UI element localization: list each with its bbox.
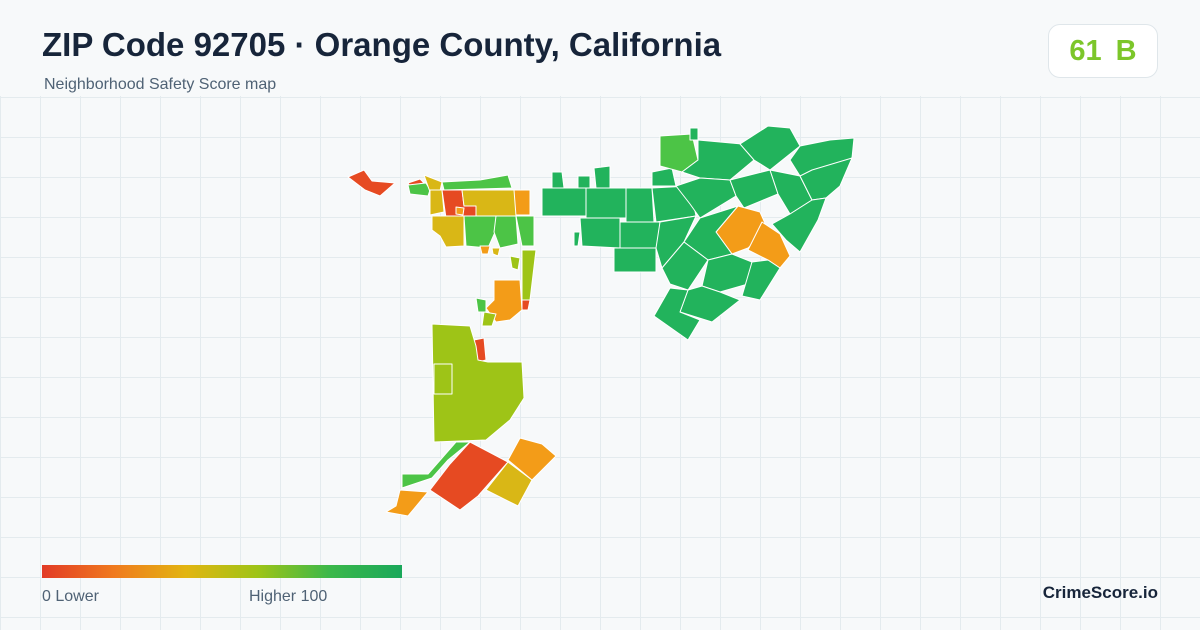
map-tract[interactable] bbox=[521, 299, 531, 311]
map-tract[interactable] bbox=[741, 259, 781, 301]
header bbox=[0, 0, 1200, 96]
map-tract[interactable] bbox=[661, 241, 709, 291]
map-tract[interactable] bbox=[651, 167, 677, 187]
map-tract[interactable] bbox=[573, 231, 581, 247]
score-value: 61 bbox=[1069, 34, 1102, 67]
map-tract[interactable] bbox=[619, 221, 661, 249]
map-tract[interactable] bbox=[455, 206, 465, 216]
map-tract[interactable] bbox=[485, 279, 523, 323]
map-tract[interactable] bbox=[551, 171, 565, 189]
legend-color-scale bbox=[42, 565, 402, 578]
map-tract[interactable] bbox=[463, 215, 497, 249]
map-tract[interactable] bbox=[521, 249, 537, 301]
map-tract[interactable] bbox=[485, 461, 533, 507]
map-tract[interactable] bbox=[429, 189, 445, 216]
legend-max-label: Higher 100 bbox=[249, 588, 328, 605]
map-tract[interactable] bbox=[479, 245, 491, 255]
map-tract[interactable] bbox=[577, 175, 591, 189]
map-tract[interactable] bbox=[431, 215, 465, 248]
map-tract[interactable] bbox=[431, 323, 525, 443]
map-tract[interactable] bbox=[493, 215, 519, 249]
map-tract[interactable] bbox=[653, 287, 701, 341]
map-tract[interactable] bbox=[385, 489, 429, 517]
map-tract[interactable] bbox=[771, 197, 827, 253]
map-tract[interactable] bbox=[515, 215, 535, 247]
map-tract[interactable] bbox=[509, 255, 521, 271]
safety-score-badge: 61 B bbox=[1048, 24, 1158, 78]
map-tract[interactable] bbox=[491, 247, 501, 257]
map-tract[interactable] bbox=[347, 169, 396, 197]
legend-min-label: 0 Lower bbox=[42, 588, 99, 605]
score-grade: B bbox=[1115, 34, 1137, 67]
page-title: ZIP Code 92705 · Orange County, Californ… bbox=[42, 26, 722, 63]
map-tract[interactable] bbox=[579, 217, 621, 249]
map-tract[interactable] bbox=[593, 165, 611, 189]
map-tract[interactable] bbox=[541, 187, 587, 217]
map-tract[interactable] bbox=[475, 297, 487, 313]
map-tract[interactable] bbox=[613, 247, 657, 273]
map-tract[interactable] bbox=[433, 363, 453, 395]
map-tract[interactable] bbox=[429, 441, 509, 511]
map-tract[interactable] bbox=[507, 437, 557, 481]
map-tract[interactable] bbox=[407, 182, 431, 197]
map-tract[interactable] bbox=[689, 127, 699, 141]
map-tract[interactable] bbox=[441, 174, 513, 191]
map-tract[interactable] bbox=[401, 441, 471, 489]
map-tract[interactable] bbox=[625, 187, 655, 223]
brand-logo-text[interactable]: CrimeScore.io bbox=[1042, 583, 1158, 602]
map-tract[interactable] bbox=[481, 311, 497, 327]
map-tract[interactable] bbox=[729, 169, 779, 209]
map-tract[interactable] bbox=[585, 187, 627, 219]
page-subtitle: Neighborhood Safety Score map bbox=[44, 76, 277, 93]
